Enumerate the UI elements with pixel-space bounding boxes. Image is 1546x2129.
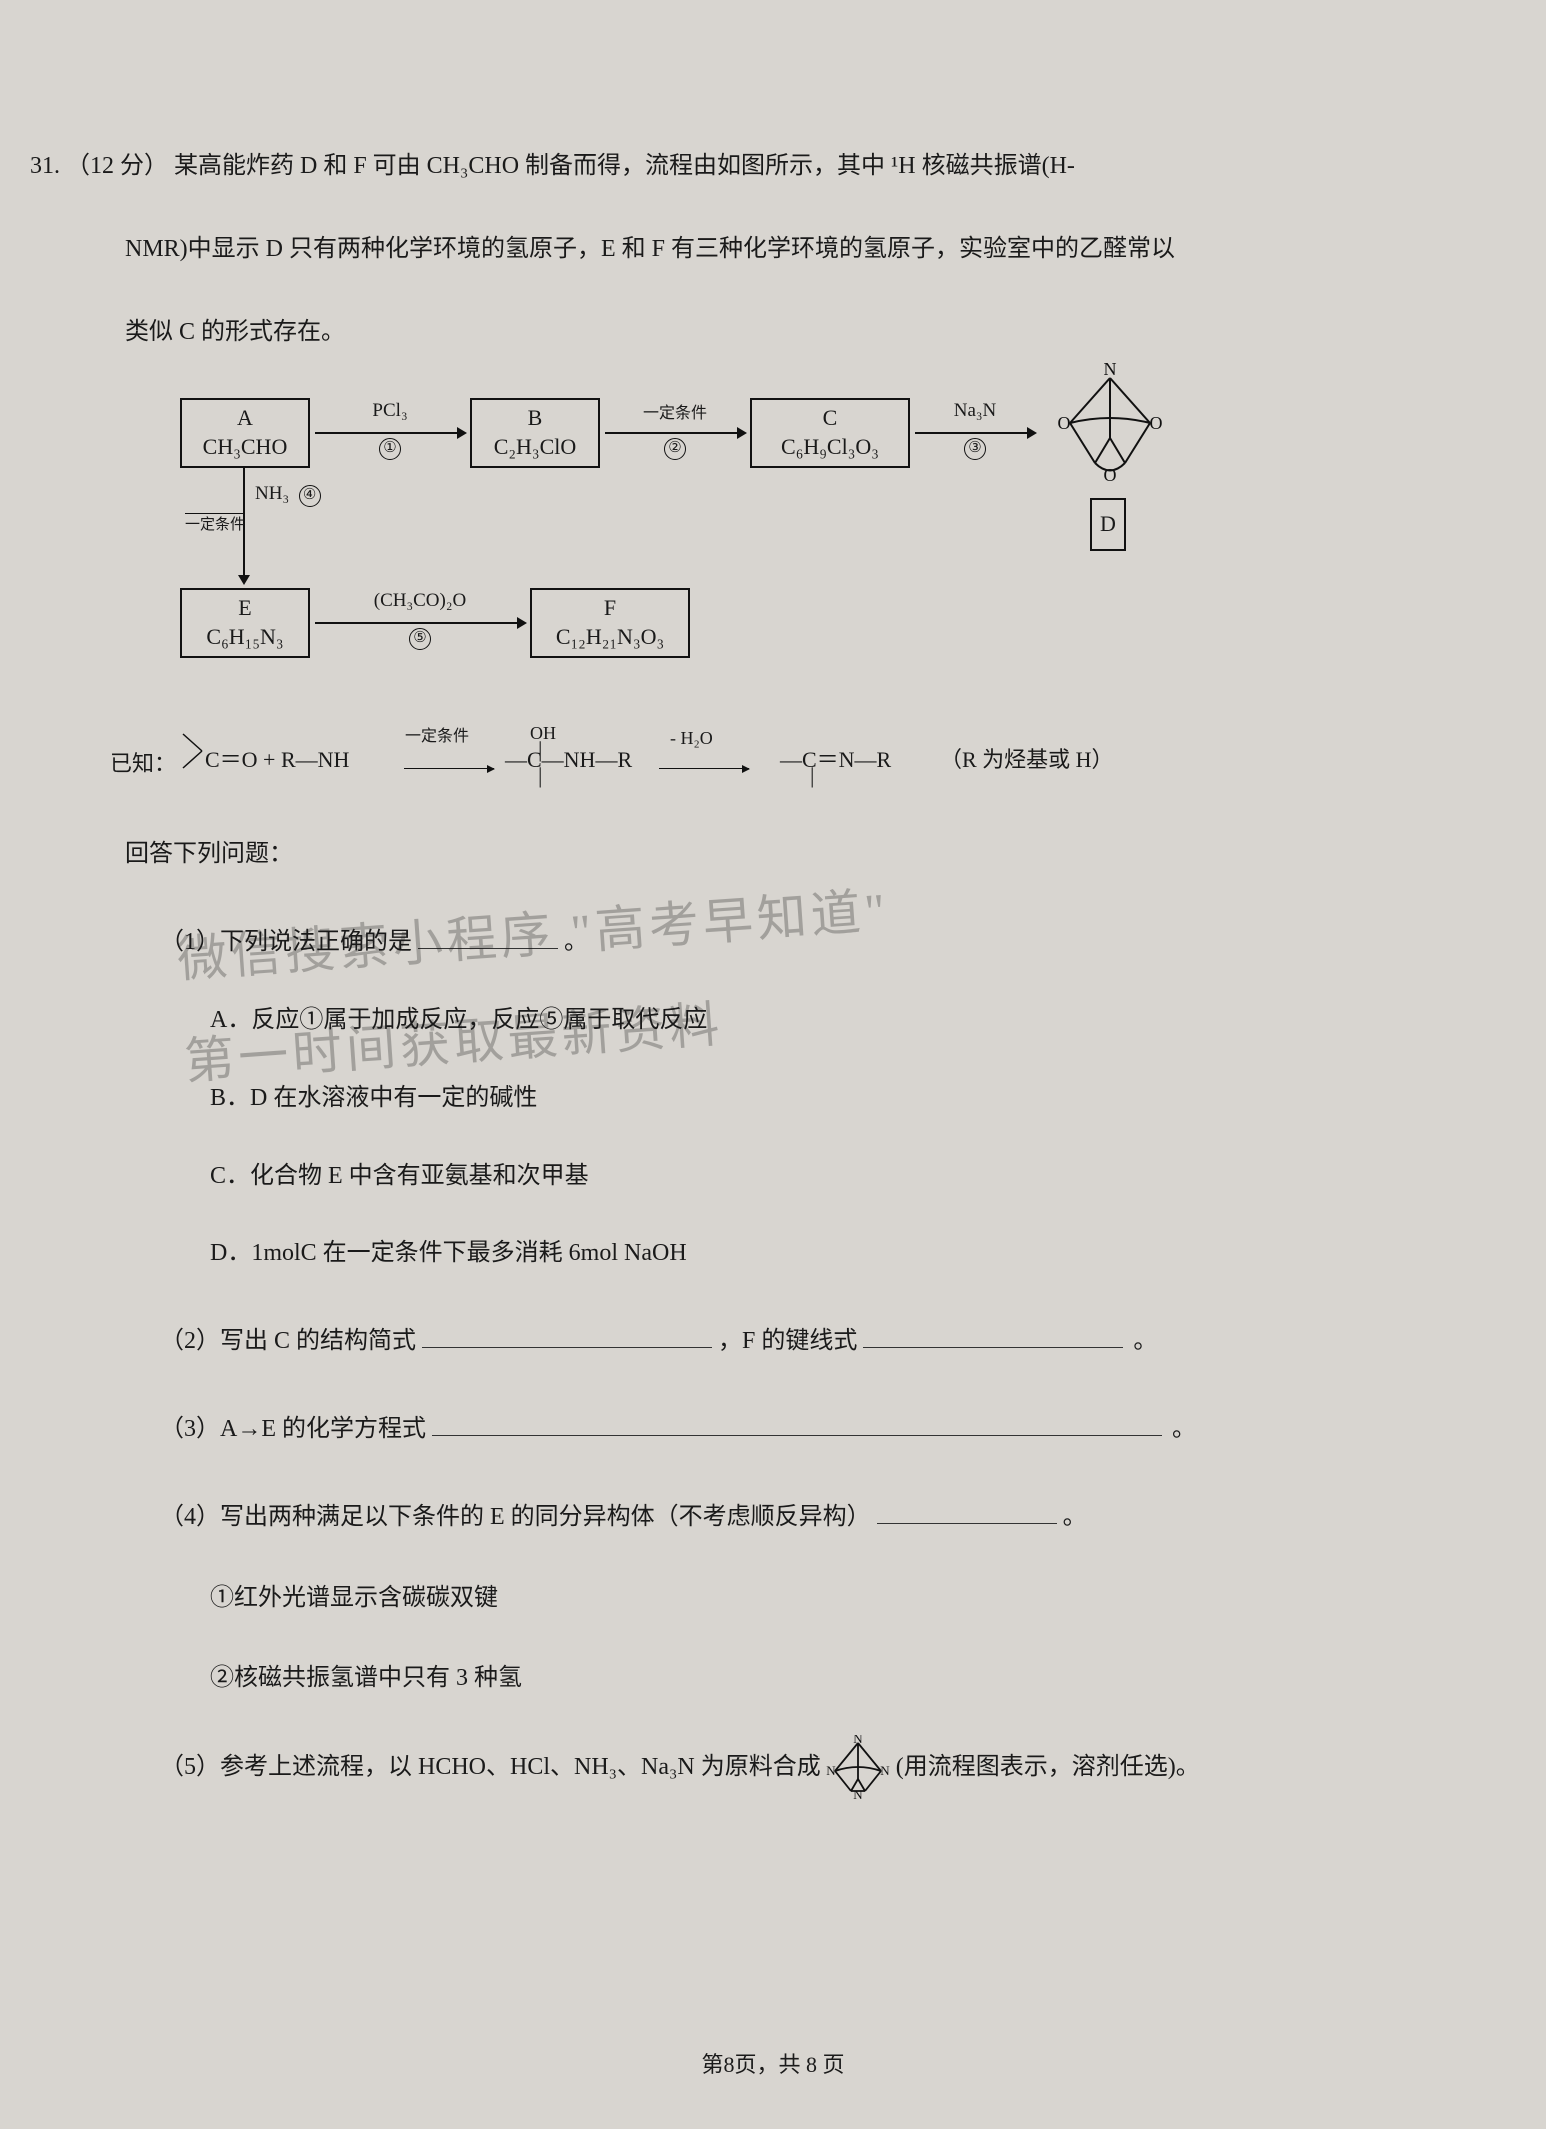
p1-blank	[418, 923, 558, 949]
arrow-5-num: ⑤	[315, 626, 525, 650]
p1-opt-b: B．D 在水溶液中有一定的碱性	[210, 1072, 1486, 1125]
rhs-vert-bond: |	[810, 752, 814, 800]
p4-label: （4）写出两种满足以下条件的 E 的同分异构体（不考虑顺反异构）	[160, 1504, 871, 1530]
arrow-1-num: ①	[315, 436, 465, 460]
p1-label: （1）下列说法正确的是	[160, 929, 412, 955]
box-b-formula: C₂H₃ClO	[494, 434, 577, 459]
part-2: （2）写出 C 的结构简式 ，F 的键线式 。	[160, 1315, 1486, 1368]
box-c-formula: C₆H₉Cl₃O₃	[781, 434, 879, 459]
svg-text:O: O	[1150, 413, 1163, 433]
known-mid: —C—NH—R	[505, 736, 632, 784]
box-a: A CH₃CHO	[180, 398, 310, 467]
part-1: （1）下列说法正确的是 。	[160, 916, 1486, 969]
known-rhs: —C＝N—R	[780, 736, 891, 784]
p1-opt-d: D．1molC 在一定条件下最多消耗 6mol NaOH	[210, 1227, 1486, 1280]
part-5: （5）参考上述流程，以 HCHO、HCl、NH₃、Na₃N 为原料合成 N N …	[160, 1735, 1486, 1800]
arrow-3	[915, 432, 1035, 434]
p3-tail: 。	[1172, 1416, 1196, 1442]
p2-blank2	[863, 1322, 1123, 1348]
p2-tail: 。	[1133, 1328, 1157, 1354]
svg-text:N: N	[853, 1735, 863, 1746]
svg-text:O: O	[1104, 465, 1117, 485]
cond-1: 一定条件	[405, 719, 469, 754]
box-f: F C₁₂H₂₁N₃O₃	[530, 588, 690, 657]
box-c: C C₆H₉Cl₃O₃	[750, 398, 910, 467]
arrow-5	[315, 622, 525, 624]
p3-blank	[432, 1410, 1162, 1436]
known-suffix: （R 为烃基或 H）	[940, 736, 1114, 784]
svg-text:N: N	[880, 1763, 890, 1778]
svg-text:N: N	[1104, 363, 1117, 379]
p5-post: (用流程图表示，溶剂任选)。	[896, 1741, 1200, 1794]
arrow-1-reagent: PCl₃	[315, 400, 465, 423]
box-a-formula: CH₃CHO	[203, 434, 288, 459]
known-prefix: 已知：	[110, 740, 176, 788]
p2-label: （2）写出 C 的结构简式	[160, 1328, 416, 1354]
p1-tail: 。	[564, 929, 588, 955]
part-4: （4）写出两种满足以下条件的 E 的同分异构体（不考虑顺反异构） 。	[160, 1491, 1486, 1544]
target-cage-icon: N N N N	[821, 1735, 896, 1800]
p4-sub2: ②核磁共振氢谱中只有 3 种氢	[210, 1652, 1486, 1705]
arrow-2-reagent: 一定条件	[605, 404, 745, 423]
question-intro-line1: 31. （12 分） 某高能炸药 D 和 F 可由 CH₃CHO 制备而得，流程…	[30, 140, 1486, 193]
mid-vert-bond-bot: |	[538, 752, 542, 800]
part-3: （3）A→E 的化学方程式 。	[160, 1403, 1486, 1456]
box-a-label: A	[237, 405, 253, 430]
p3-label: （3）A→E 的化学方程式	[160, 1416, 426, 1442]
svg-text:N: N	[853, 1787, 863, 1800]
box-b-label: B	[528, 405, 543, 430]
box-f-formula: C₁₂H₂₁N₃O₃	[556, 624, 664, 649]
box-b: B C₂H₃ClO	[470, 398, 600, 467]
p4-sub1: ①红外光谱显示含碳碳双键	[210, 1572, 1486, 1625]
arrow-2	[605, 432, 745, 434]
arrow-3-reagent: Na₃N	[915, 400, 1035, 423]
intro-l3: 类似 C 的形式存在。	[125, 306, 1486, 359]
cage-structure-d: N O O O	[1040, 363, 1180, 493]
arrow-1	[315, 432, 465, 434]
p1-opt-a: A．反应①属于加成反应，反应⑤属于取代反应	[210, 994, 1486, 1047]
box-e: E C₆H₁₅N₃	[180, 588, 310, 657]
question-points: （12 分）	[66, 153, 168, 179]
box-c-label: C	[823, 405, 838, 430]
arrow-3-num: ③	[915, 436, 1035, 460]
box-e-formula: C₆H₁₅N₃	[206, 624, 283, 649]
arrow-4-cond: 一定条件	[185, 513, 245, 534]
box-e-label: E	[238, 595, 251, 620]
arrow-4-reagent: NH₃ ④	[255, 483, 321, 507]
p2-blank1	[422, 1322, 712, 1348]
question-number: 31.	[30, 153, 60, 179]
answer-intro: 回答下列问题：	[125, 828, 1486, 881]
p2-mid: ，F 的键线式	[718, 1328, 857, 1354]
p5-pre: （5）参考上述流程，以 HCHO、HCl、NH₃、Na₃N 为原料合成	[160, 1741, 821, 1794]
p4-blank	[877, 1497, 1057, 1523]
known-lhs: C＝O + R—NH	[205, 736, 349, 784]
known-reaction: 已知： C＝O + R—NH 一定条件 OH —C—NH—R | | - H₂O…	[110, 718, 1486, 788]
page-footer: 第8页，共 8 页	[0, 2041, 1546, 2089]
box-d-label: D	[1090, 498, 1126, 550]
intro-l1: 某高能炸药 D 和 F 可由 CH₃CHO 制备而得，流程由如图所示，其中 ¹H…	[174, 153, 1075, 179]
arrow-2-num: ②	[605, 436, 745, 460]
p4-tail: 。	[1063, 1504, 1087, 1530]
svg-text:N: N	[826, 1763, 836, 1778]
svg-text:O: O	[1058, 413, 1071, 433]
arrow-5-reagent: (CH₃CO)₂O	[315, 590, 525, 613]
synthesis-flowchart: A CH₃CHO PCl₃ ① B C₂H₃ClO 一定条件 ② C C₆H₉C…	[180, 398, 1486, 688]
intro-l2: NMR)中显示 D 只有两种化学环境的氢原子，E 和 F 有三种化学环境的氢原子…	[125, 223, 1486, 276]
cond-2: - H₂O	[670, 719, 713, 759]
box-f-label: F	[604, 595, 616, 620]
p1-opt-c: C．化合物 E 中含有亚氨基和次甲基	[210, 1150, 1486, 1203]
